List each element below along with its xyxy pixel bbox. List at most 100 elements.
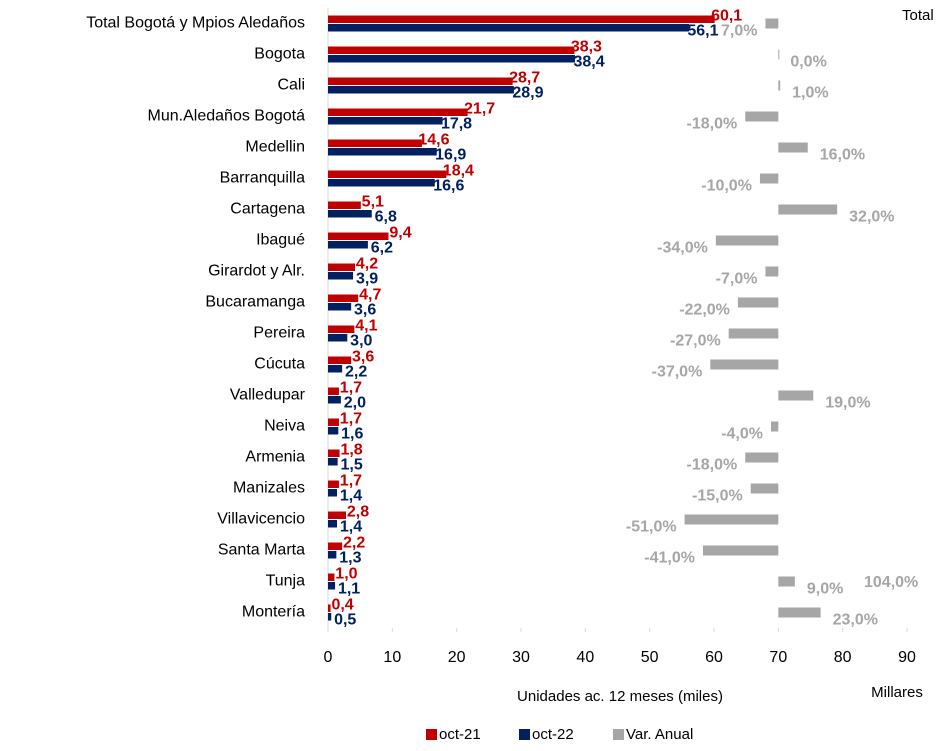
bar (745, 111, 779, 122)
annotation: 104,0% (864, 574, 918, 591)
bar (328, 15, 715, 23)
data-label: 7,0% (721, 23, 757, 40)
bar (715, 235, 779, 246)
data-label: 14,6 (418, 132, 449, 149)
bar (328, 489, 338, 497)
data-label: 2,2 (343, 535, 365, 552)
data-label: -27,0% (670, 333, 721, 350)
data-label: 6,2 (371, 240, 393, 257)
bar (328, 294, 359, 302)
data-label: 3,6 (354, 302, 376, 319)
data-label: 1,1 (338, 581, 360, 598)
data-label: -10,0% (701, 178, 752, 195)
y-tick-label: Armenia (245, 449, 305, 466)
bar (328, 272, 354, 280)
bar (759, 173, 779, 184)
data-label: 21,7 (464, 101, 495, 118)
legend-label: Var. Anual (626, 726, 693, 743)
x-tick-label: 80 (834, 649, 852, 666)
data-label: 1,7 (340, 473, 362, 490)
data-label: 17,8 (441, 116, 472, 133)
data-label: 19,0% (825, 395, 870, 412)
annotation: Total (902, 7, 934, 24)
data-label: 0,0% (790, 54, 826, 71)
data-label: 16,9 (435, 147, 466, 164)
data-label: -22,0% (679, 302, 730, 319)
data-label: 38,3 (571, 39, 602, 56)
bar (328, 241, 368, 249)
bar (328, 511, 347, 519)
x-tick-label: 20 (448, 649, 466, 666)
bar (328, 86, 514, 94)
data-label: 4,7 (359, 287, 381, 304)
data-label: 3,0 (350, 333, 372, 350)
data-label: -4,0% (721, 426, 763, 443)
bar (328, 387, 339, 395)
y-tick-label: Pereira (253, 325, 305, 342)
bar (328, 77, 513, 85)
bar (328, 613, 332, 621)
bar (328, 55, 576, 63)
data-label: -37,0% (652, 364, 703, 381)
data-label: 2,0 (344, 395, 366, 412)
y-tick-label: Manizales (233, 480, 305, 497)
bar (737, 297, 779, 308)
data-label: -7,0% (716, 271, 758, 288)
data-label: 4,2 (356, 256, 378, 273)
bar (765, 266, 779, 277)
bar (778, 80, 781, 91)
data-label: 16,0% (820, 147, 865, 164)
data-label: 32,0% (849, 209, 894, 226)
data-label: 1,0% (792, 85, 828, 102)
data-label: 2,2 (345, 364, 367, 381)
x-unit-label: Millares (871, 684, 923, 701)
data-label: 60,1 (711, 8, 742, 25)
y-tick-label: Bucaramanga (205, 294, 305, 311)
bar (710, 359, 779, 370)
y-tick-label: Barranquilla (220, 170, 305, 187)
y-tick-label: Cali (277, 77, 305, 94)
legend-label: oct-21 (439, 726, 481, 743)
x-tick-label: 10 (383, 649, 401, 666)
data-label: -18,0% (687, 457, 738, 474)
bar (328, 108, 468, 116)
x-tick-label: 60 (705, 649, 723, 666)
data-label: 56,1 (687, 23, 718, 40)
data-label: 1,3 (339, 550, 361, 567)
data-label: 1,4 (340, 519, 362, 536)
bar (328, 179, 435, 187)
data-label: 0,4 (331, 597, 353, 614)
bar (778, 390, 814, 401)
x-axis-label: Unidades ac. 12 meses (miles) (517, 688, 723, 705)
data-label: 1,7 (340, 380, 362, 397)
y-tick-label: Santa Marta (218, 542, 305, 559)
data-label: 1,7 (340, 411, 362, 428)
bar (328, 170, 447, 178)
bar (778, 576, 795, 587)
data-label: 4,1 (355, 318, 377, 335)
bar (328, 458, 338, 466)
bar (702, 545, 779, 556)
bar (328, 418, 339, 426)
data-label: 1,5 (341, 457, 363, 474)
bar (328, 427, 339, 435)
bar (328, 148, 437, 156)
data-label: -18,0% (687, 116, 738, 133)
bar (328, 604, 331, 612)
x-tick-label: 40 (576, 649, 594, 666)
bar (765, 18, 779, 29)
y-tick-label: Neiva (264, 418, 305, 435)
data-label: 23,0% (833, 612, 878, 629)
data-label: 3,6 (352, 349, 374, 366)
y-tick-label: Villavicencio (217, 511, 305, 528)
bar (778, 49, 780, 60)
data-label: 18,4 (443, 163, 474, 180)
bar (328, 139, 422, 147)
x-tick-label: 70 (769, 649, 787, 666)
data-label: 28,9 (512, 85, 543, 102)
legend-swatch (613, 729, 624, 740)
bar (328, 551, 337, 559)
data-label: -51,0% (626, 519, 677, 536)
y-tick-label: Total Bogotá y Mpios Aledaños (86, 15, 305, 32)
bar (728, 328, 779, 339)
